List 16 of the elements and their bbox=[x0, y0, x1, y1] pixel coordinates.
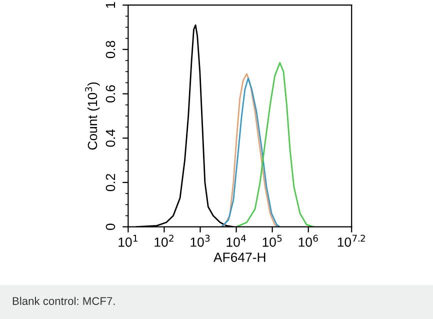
y-tick-label: 0.4 bbox=[106, 129, 116, 147]
x-tick-label: 10$^{7.2}$ bbox=[338, 234, 365, 247]
x-tick-label: 10$^{3}$ bbox=[190, 234, 210, 247]
x-tick-label: 10$^{2}$ bbox=[154, 234, 174, 247]
y-tick-label: 1 bbox=[106, 2, 116, 8]
x-tick-label: 10$^{4}$ bbox=[226, 234, 246, 247]
y-tick-label: 0.6 bbox=[106, 85, 116, 102]
y-tick-label: 0.8 bbox=[106, 40, 116, 58]
x-tick-label: 10$^{6}$ bbox=[298, 234, 318, 247]
text: Blank control: MCF7. bbox=[12, 296, 115, 305]
x-tick-label: 10$^{1}$ bbox=[118, 234, 138, 247]
y-tick-label: 0 bbox=[106, 224, 116, 230]
y-tick-label: 0.2 bbox=[106, 174, 116, 192]
x-axis-title: AF647-H bbox=[214, 252, 266, 262]
y-axis-title: Count (10$^{3}$) bbox=[85, 82, 100, 150]
x-tick-label: 10$^{5}$ bbox=[262, 234, 282, 247]
